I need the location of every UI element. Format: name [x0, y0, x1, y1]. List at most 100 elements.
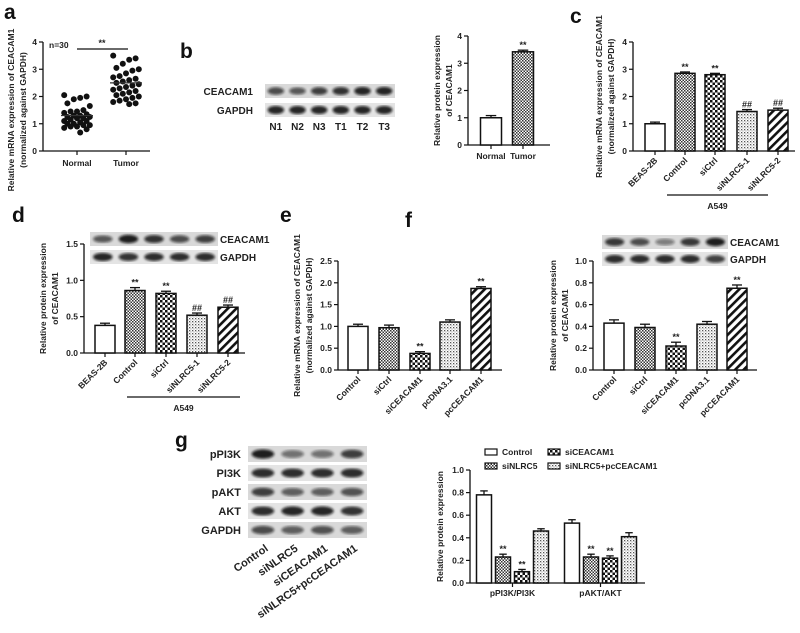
blot-band — [281, 450, 304, 458]
panel-label-f: f — [405, 209, 413, 232]
x-tick-label: Normal — [476, 151, 505, 161]
chart-panel-b: 0 1 2 3 4 Relative protein expression of CEACA… — [432, 31, 550, 161]
blot-band — [195, 235, 215, 243]
blot-row-label: GAPDH — [220, 253, 256, 264]
y-tick-label: 0 — [622, 146, 627, 156]
bar — [665, 345, 687, 371]
panel-label-d: d — [12, 204, 25, 227]
y-tick-label: 0.4 — [452, 533, 464, 543]
bar — [378, 326, 400, 371]
y-tick-label: 3 — [622, 64, 627, 74]
y-tick-label: 2.0 — [320, 278, 332, 288]
blot-band — [630, 238, 650, 246]
legend-item: siNLRC5+pcCEACAM1 — [547, 461, 658, 471]
blot-band — [311, 487, 334, 497]
blot-band — [375, 86, 393, 96]
y-tick-label: 0.5 — [66, 312, 78, 322]
data-point — [113, 92, 120, 99]
legend-label: Control — [502, 447, 532, 457]
y-tick-label: 0.0 — [66, 348, 78, 358]
data-point — [86, 122, 93, 129]
chart-panel-e: 0.0 0.5 1.0 1.5 2.0 2.5 Relative mRNA expressi… — [292, 234, 502, 418]
blot-row-label: AKT — [218, 506, 241, 518]
bar — [94, 324, 116, 354]
blot-band — [705, 255, 725, 263]
significance-mark: ** — [162, 281, 170, 291]
bar — [532, 530, 550, 584]
blot-lane-label: T2 — [357, 122, 369, 133]
y-tick-label: 0 — [32, 146, 37, 156]
legend-swatch — [484, 462, 498, 470]
significance-mark: ** — [98, 38, 106, 48]
group-label: A549 — [173, 403, 194, 413]
blot-band — [267, 105, 285, 115]
x-tick-label: BEAS-2B — [626, 155, 659, 188]
significance-mark: ** — [477, 277, 485, 287]
significance-mark: ## — [742, 100, 752, 110]
legend-swatch — [547, 462, 561, 470]
x-tick-label: siCtrl — [627, 374, 649, 396]
blot-band — [267, 87, 285, 95]
y-axis-label: Relative protein expression — [38, 243, 48, 354]
y-tick-label: 0.0 — [320, 365, 332, 375]
legend-item: Control — [484, 447, 532, 457]
y-tick-label: 3 — [32, 64, 37, 74]
y-tick-label: 0.5 — [320, 343, 332, 353]
blot-band — [251, 468, 275, 478]
y-axis-label: of CEACAM1 — [560, 289, 570, 342]
blot-row-label: CEACAM1 — [730, 238, 780, 249]
y-axis-label: Relative protein expression — [548, 260, 558, 371]
bar — [704, 73, 726, 152]
data-point — [126, 101, 133, 108]
blot-lane-label: N3 — [313, 122, 326, 133]
panel-label-g: g — [175, 429, 188, 452]
data-point — [116, 97, 123, 104]
data-point — [67, 108, 74, 115]
data-point — [116, 85, 123, 92]
y-tick-label: 0.6 — [452, 510, 464, 520]
blot-band — [169, 252, 190, 262]
blot-band — [289, 105, 306, 115]
blot-band — [705, 237, 725, 247]
y-tick-label: 0.2 — [575, 343, 587, 353]
y-tick-label: 4 — [622, 37, 627, 47]
data-point — [61, 109, 68, 116]
bar — [736, 110, 758, 152]
y-tick-label: 1.0 — [452, 465, 464, 475]
blot-band — [93, 252, 113, 262]
y-tick-label: 2 — [457, 86, 462, 96]
data-point — [126, 77, 133, 84]
data-point — [74, 123, 80, 130]
blot-band — [310, 105, 328, 115]
chart-panel-c: 0 1 2 3 4 Relative mRNA expression of CEACAM1… — [594, 15, 795, 211]
blot-lane-label: N1 — [269, 122, 282, 133]
y-axis-label: Relative mRNA expression of CEACAM1 — [594, 15, 604, 178]
bar — [155, 292, 177, 354]
bar — [511, 51, 535, 146]
y-tick-label: 1.0 — [320, 321, 332, 331]
bar — [409, 352, 431, 371]
blot-band — [281, 468, 304, 478]
blot-band — [680, 238, 700, 246]
y-axis-label: (normalized against GAPDH) — [18, 52, 28, 168]
blot-strip — [248, 503, 367, 519]
data-point — [113, 64, 120, 71]
x-tick-label: Control — [111, 357, 139, 385]
y-tick-label: 0.8 — [452, 488, 464, 498]
x-tick-label: Tumor — [113, 158, 140, 168]
data-point — [61, 92, 68, 99]
data-point — [64, 100, 71, 107]
blot-band — [354, 86, 371, 96]
data-point — [86, 103, 93, 110]
y-axis-label: of CEACAM1 — [444, 64, 454, 117]
chart-panel-f: 0.0 0.2 0.4 0.6 0.8 1.0 Relative protein expre… — [548, 256, 757, 418]
western-blot-b: CEACAM1 GAPDH N1 N2 N3 T1 T2 T3 — [204, 84, 395, 133]
significance-mark: ** — [518, 559, 526, 569]
blot-row-label: GAPDH — [217, 106, 253, 117]
significance-mark: ** — [606, 546, 614, 556]
data-point — [135, 93, 142, 100]
blot-band — [332, 105, 350, 115]
y-axis-label: (normalized against GAPDH) — [304, 257, 314, 373]
x-tick-label: siCtrl — [697, 155, 719, 177]
legend-swatch — [484, 448, 498, 456]
